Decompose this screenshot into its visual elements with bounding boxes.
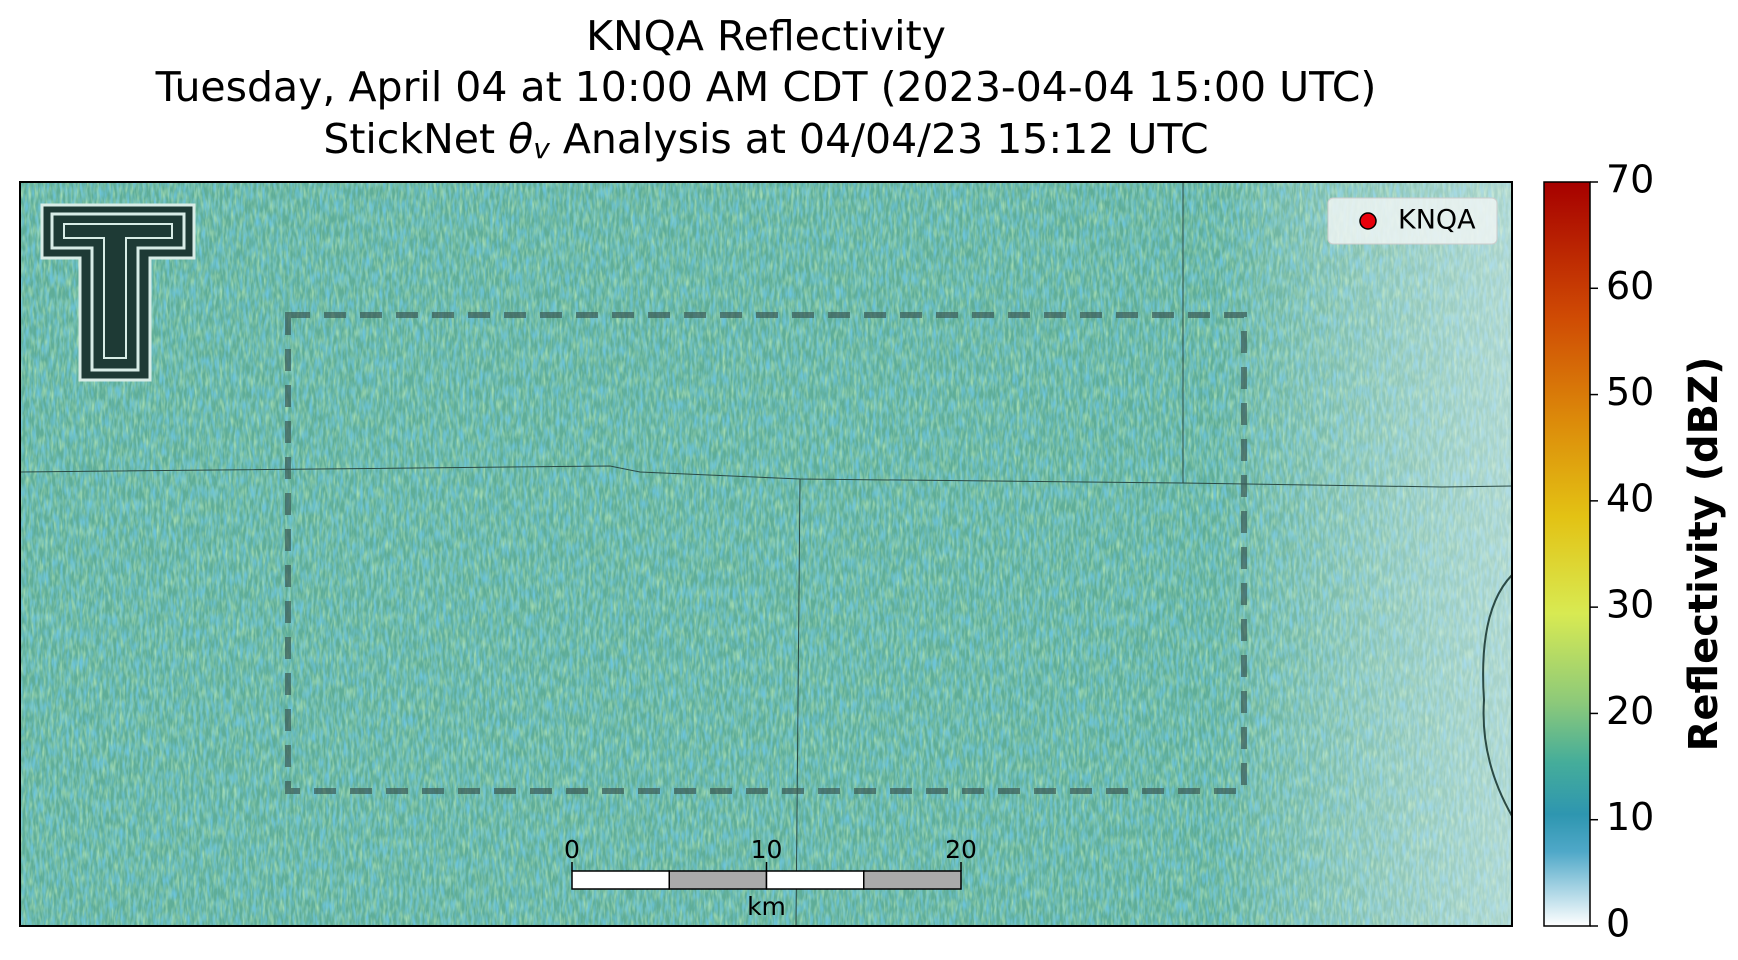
analysis-subtitle: StickNet θv Analysis at 04/04/23 15:12 U… (323, 115, 1208, 171)
colorbar-tick-label: 10 (1606, 795, 1654, 839)
title: KNQA Reflectivity (586, 12, 946, 60)
map: KNQA 0 10 20 km (19, 182, 1513, 927)
map-fade (20, 182, 1512, 926)
scale-unit: km (747, 892, 786, 921)
scale-tick-label: 20 (945, 835, 977, 864)
subtitle-part: StickNet (323, 115, 495, 163)
colorbar-tick-label: 20 (1606, 689, 1654, 733)
scale-tick-label: 0 (564, 835, 580, 864)
subtitle-part: v (533, 132, 550, 165)
logo (40, 203, 196, 382)
scale-tick-label: 10 (751, 835, 783, 864)
boundaries (19, 182, 1513, 927)
scale-bar: 0 10 20 km (564, 835, 977, 921)
legend-marker (1359, 212, 1377, 230)
legend-label: KNQA (1398, 205, 1476, 236)
colorbar-tick-label: 40 (1606, 476, 1654, 520)
colorbar-tick-label: 70 (1606, 158, 1654, 202)
legend[interactable]: KNQA (1327, 197, 1498, 245)
subtitle-part: θ (508, 115, 533, 163)
scale-segment (668, 870, 768, 890)
colorbar: Reflectivity (dBZ) 0 10 20 30 40 50 60 70 (1543, 158, 1727, 946)
scale-segment (863, 870, 962, 890)
analysis-domain (285, 312, 1247, 794)
colorbar-gradient (1543, 181, 1591, 927)
colorbar-tick-label: 50 (1606, 370, 1654, 414)
scale-segment (765, 870, 865, 890)
colorbar-tick-label: 0 (1606, 902, 1630, 946)
subtitle-part: Analysis at 04/04/23 15:12 UTC (563, 115, 1209, 163)
scale-segment (571, 870, 670, 890)
legend-box (1327, 197, 1498, 245)
colorbar-tick-label: 30 (1606, 583, 1654, 627)
subtitle: Tuesday, April 04 at 10:00 AM CDT (2023-… (155, 63, 1377, 111)
colorbar-tick-label: 60 (1606, 264, 1654, 308)
map-frame (19, 181, 1513, 927)
colorbar-label: Reflectivity (dBZ) (1681, 357, 1727, 752)
